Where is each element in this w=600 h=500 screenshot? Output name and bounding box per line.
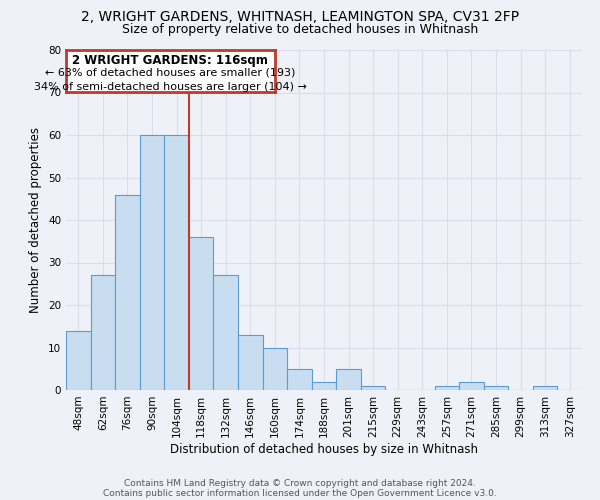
Text: 34% of semi-detached houses are larger (104) →: 34% of semi-detached houses are larger (… bbox=[34, 82, 307, 92]
X-axis label: Distribution of detached houses by size in Whitnash: Distribution of detached houses by size … bbox=[170, 442, 478, 456]
Text: 2, WRIGHT GARDENS, WHITNASH, LEAMINGTON SPA, CV31 2FP: 2, WRIGHT GARDENS, WHITNASH, LEAMINGTON … bbox=[81, 10, 519, 24]
Text: Size of property relative to detached houses in Whitnash: Size of property relative to detached ho… bbox=[122, 22, 478, 36]
Text: 2 WRIGHT GARDENS: 116sqm: 2 WRIGHT GARDENS: 116sqm bbox=[73, 54, 268, 67]
Bar bbox=[238, 335, 263, 390]
Bar bbox=[91, 275, 115, 390]
Bar bbox=[287, 369, 312, 390]
Bar bbox=[115, 194, 140, 390]
Text: Contains public sector information licensed under the Open Government Licence v3: Contains public sector information licen… bbox=[103, 488, 497, 498]
Bar bbox=[164, 135, 189, 390]
Bar bbox=[263, 348, 287, 390]
Bar bbox=[361, 386, 385, 390]
Bar bbox=[312, 382, 336, 390]
Bar bbox=[336, 369, 361, 390]
Bar bbox=[214, 275, 238, 390]
Bar bbox=[434, 386, 459, 390]
Bar bbox=[459, 382, 484, 390]
Text: Contains HM Land Registry data © Crown copyright and database right 2024.: Contains HM Land Registry data © Crown c… bbox=[124, 478, 476, 488]
Bar bbox=[189, 237, 214, 390]
Bar bbox=[140, 135, 164, 390]
Bar bbox=[484, 386, 508, 390]
Text: ← 63% of detached houses are smaller (193): ← 63% of detached houses are smaller (19… bbox=[45, 68, 296, 78]
Bar bbox=[66, 330, 91, 390]
Y-axis label: Number of detached properties: Number of detached properties bbox=[29, 127, 43, 313]
Bar bbox=[533, 386, 557, 390]
